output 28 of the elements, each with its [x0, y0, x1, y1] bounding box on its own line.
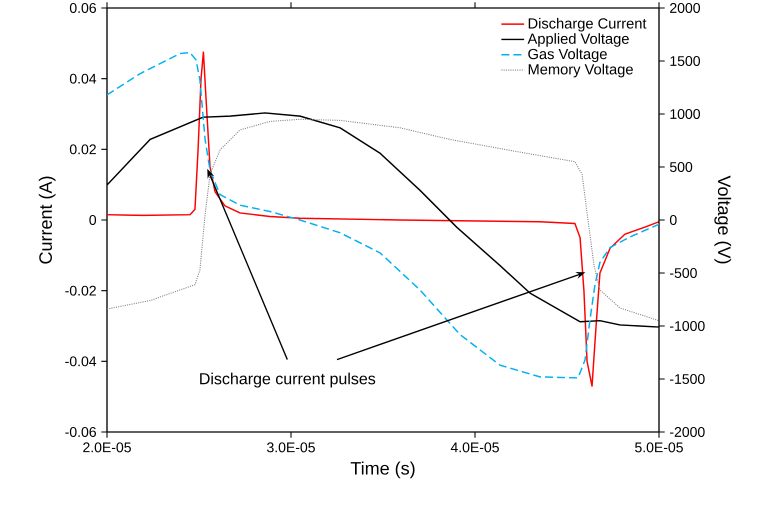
legend-label: Gas Voltage	[528, 48, 607, 62]
x-axis-title: Time (s)	[350, 461, 415, 478]
x-tick-label: 5.0E-05	[635, 442, 683, 452]
y-tick-label: 0.04	[70, 74, 96, 84]
y-tick-label: 0.02	[70, 144, 96, 154]
legend-label: Discharge Current	[528, 18, 646, 32]
y-tick-label: 0.06	[70, 3, 96, 13]
y-tick-label: -0.04	[65, 356, 96, 366]
x-tick-label: 2.0E-05	[83, 442, 131, 452]
legend-label: Applied Voltage	[528, 33, 629, 47]
y-axis-title: Current (A)	[38, 176, 56, 264]
y2-tick-label: 2000	[670, 3, 700, 13]
x-tick-label: 4.0E-05	[450, 442, 499, 452]
x-tick-label: 3.0E-05	[267, 442, 315, 452]
annotation: Discharge current pulses	[200, 372, 376, 388]
y2-tick-label: -1500	[670, 374, 705, 384]
y2-tick-label: 1500	[670, 56, 700, 66]
y2-tick-label: 500	[670, 162, 692, 172]
y2-axis-title: Voltage (V)	[714, 176, 732, 264]
y-tick-label: -0.06	[65, 427, 96, 437]
y2-tick-label: -2000	[670, 427, 705, 437]
y-tick-label: -0.02	[65, 286, 96, 296]
y2-tick-label: 0	[670, 215, 677, 225]
y2-tick-label: -500	[670, 268, 697, 278]
y2-tick-label: 1000	[670, 109, 700, 119]
y-tick-label: 0	[89, 215, 96, 225]
y2-tick-label: -1000	[670, 321, 705, 331]
legend-label: Memory Voltage	[528, 64, 633, 78]
